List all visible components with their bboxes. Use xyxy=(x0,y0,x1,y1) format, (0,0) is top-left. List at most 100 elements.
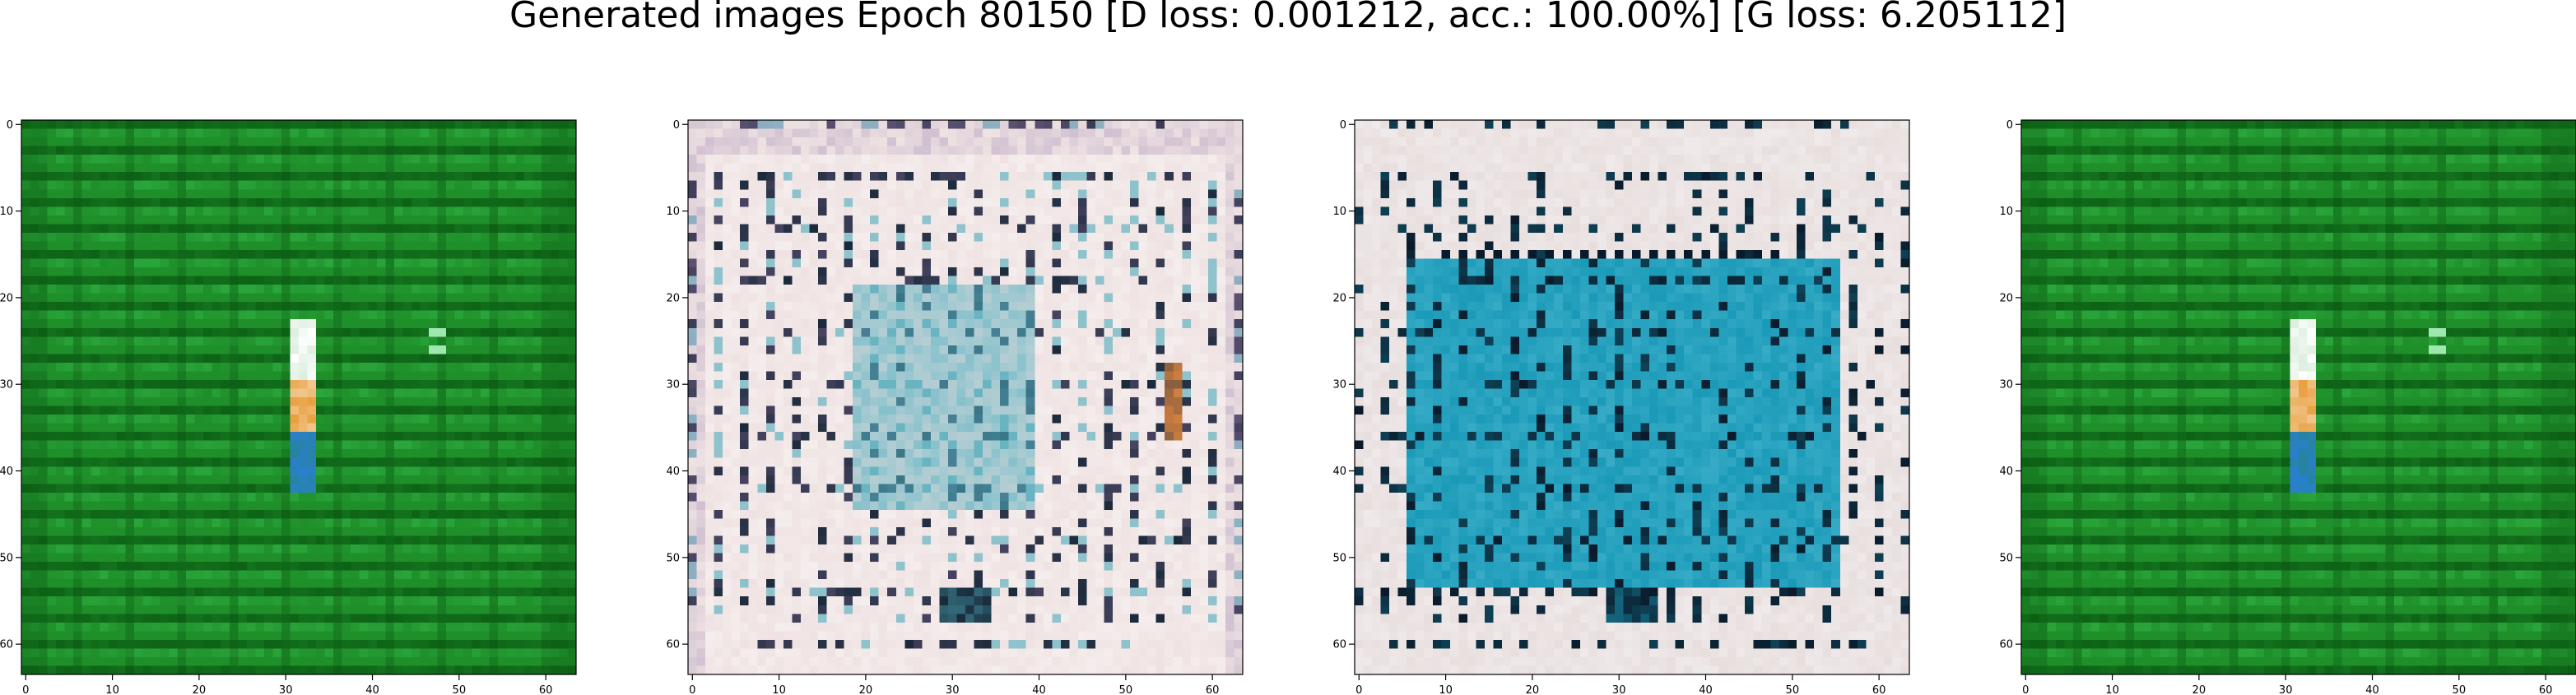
image-pixel xyxy=(428,535,438,545)
image-pixel xyxy=(39,310,48,320)
image-pixel xyxy=(376,553,386,563)
image-pixel xyxy=(376,197,386,207)
image-pixel xyxy=(324,587,334,597)
image-pixel xyxy=(151,137,160,146)
image-pixel xyxy=(64,475,74,484)
image-pixel xyxy=(809,224,819,234)
image-pixel xyxy=(263,518,273,528)
image-pixel xyxy=(281,648,291,658)
image-pixel xyxy=(376,562,386,571)
image-pixel xyxy=(290,501,300,511)
image-pixel xyxy=(748,172,758,182)
image-pixel xyxy=(472,605,481,614)
image-pixel xyxy=(151,648,160,658)
image-pixel xyxy=(428,492,438,502)
image-pixel xyxy=(454,553,464,563)
image-pixel xyxy=(939,172,949,182)
image-pixel xyxy=(212,371,221,381)
image-pixel xyxy=(307,327,317,337)
image-pixel xyxy=(359,526,369,536)
image-pixel xyxy=(688,172,697,182)
image-pixel xyxy=(151,155,160,164)
image-pixel xyxy=(342,197,351,207)
image-pixel xyxy=(532,249,542,259)
image-pixel xyxy=(30,206,40,216)
image-pixel xyxy=(965,232,974,242)
image-pixel xyxy=(411,146,421,155)
image-pixel xyxy=(1086,120,1096,129)
image-pixel xyxy=(489,562,499,571)
image-pixel xyxy=(481,224,491,234)
image-pixel xyxy=(930,232,940,242)
image-pixel xyxy=(281,232,291,242)
image-pixel xyxy=(39,197,48,207)
image-pixel xyxy=(281,379,291,389)
image-pixel xyxy=(73,509,83,519)
image-pixel xyxy=(91,371,100,381)
image-pixel xyxy=(221,570,230,580)
image-pixel xyxy=(1234,224,1244,234)
image-pixel xyxy=(81,457,91,467)
image-pixel xyxy=(56,665,66,675)
image-pixel xyxy=(91,405,100,415)
image-pixel xyxy=(56,405,66,415)
image-pixel xyxy=(532,302,542,312)
image-pixel xyxy=(515,587,525,597)
image-pixel xyxy=(446,535,455,545)
image-pixel xyxy=(30,146,40,155)
image-pixel xyxy=(316,345,325,354)
image-pixel xyxy=(238,570,248,580)
image-pixel xyxy=(290,310,300,320)
image-pixel xyxy=(39,258,48,268)
image-pixel xyxy=(809,163,819,173)
image-pixel xyxy=(774,189,784,199)
image-pixel xyxy=(1095,189,1104,199)
image-pixel xyxy=(696,155,706,164)
image-pixel xyxy=(290,336,300,346)
image-pixel xyxy=(229,648,239,658)
image-pixel xyxy=(1138,137,1148,146)
image-pixel xyxy=(255,509,265,519)
image-pixel xyxy=(368,614,378,623)
image-pixel xyxy=(47,665,57,675)
image-pixel xyxy=(246,648,256,658)
image-pixel xyxy=(1225,206,1235,216)
image-pixel xyxy=(99,155,109,164)
image-pixel xyxy=(116,137,126,146)
image-pixel xyxy=(376,362,386,372)
image-pixel xyxy=(21,197,30,207)
image-pixel xyxy=(420,180,430,190)
image-pixel xyxy=(402,197,412,207)
image-pixel xyxy=(532,570,542,580)
image-pixel xyxy=(169,631,178,641)
image-pixel xyxy=(263,440,273,450)
image-pixel xyxy=(454,371,464,381)
image-pixel xyxy=(108,267,118,276)
image-pixel xyxy=(368,570,378,580)
image-pixel xyxy=(324,345,334,354)
image-pixel xyxy=(91,276,100,285)
image-pixel xyxy=(39,553,48,563)
image-pixel xyxy=(246,310,256,320)
image-pixel xyxy=(169,432,178,442)
image-pixel xyxy=(290,457,300,467)
image-pixel xyxy=(393,197,403,207)
image-pixel xyxy=(142,475,152,484)
image-pixel xyxy=(160,544,170,554)
image-pixel xyxy=(263,146,273,155)
image-pixel xyxy=(186,631,195,641)
image-pixel xyxy=(246,180,256,190)
image-pixel xyxy=(550,579,560,589)
image-pixel xyxy=(30,526,40,536)
image-pixel xyxy=(246,354,256,364)
image-pixel xyxy=(1199,146,1209,155)
image-pixel xyxy=(142,249,152,259)
image-pixel xyxy=(56,310,66,320)
image-pixel xyxy=(895,155,905,164)
image-pixel xyxy=(255,319,265,329)
image-pixel xyxy=(194,570,204,580)
image-pixel xyxy=(887,172,897,182)
image-pixel xyxy=(402,622,412,632)
image-pixel xyxy=(142,155,152,164)
image-pixel xyxy=(359,501,369,511)
